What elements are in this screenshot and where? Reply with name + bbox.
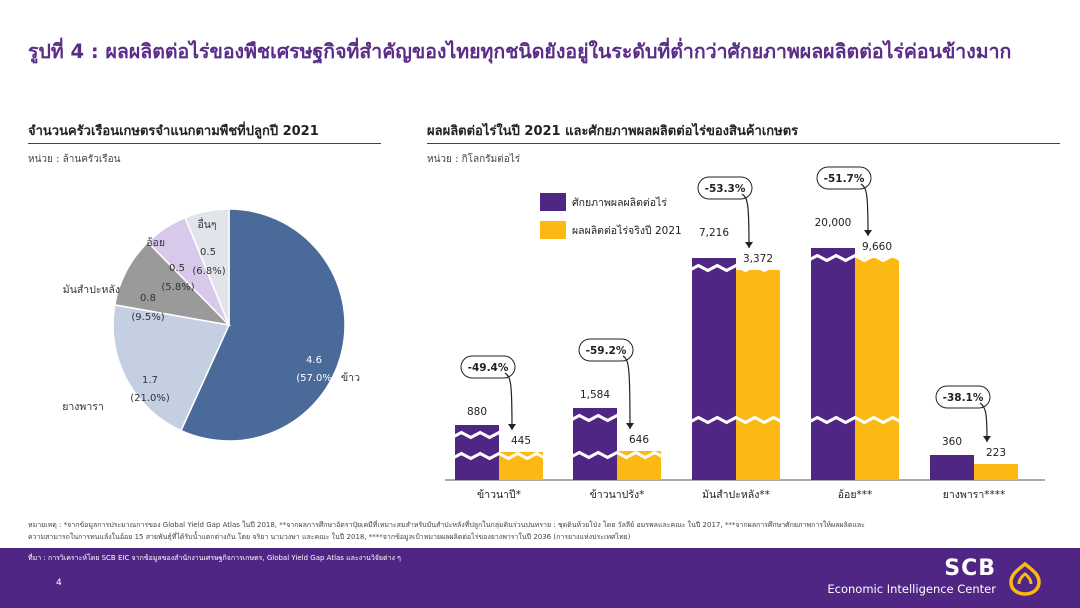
pie-value-label: 0.8	[140, 293, 156, 304]
pie-value-label: 0.5	[200, 247, 216, 258]
footnote-line-1: หมายเหตุ : *จากข้อมูลการประมาณการของ Glo…	[28, 521, 865, 529]
footnotes: หมายเหตุ : *จากข้อมูลการประมาณการของ Glo…	[28, 519, 1058, 543]
gap-arrow	[741, 193, 750, 249]
axis-break-mark	[450, 430, 547, 440]
gap-bubble	[460, 355, 516, 379]
pie-value-label: 1.7	[142, 375, 158, 386]
pie-category-label: มันสำปะหลัง	[63, 284, 120, 296]
bar-actual-value: 3,372	[743, 253, 773, 265]
gap-bubble	[816, 166, 872, 190]
gap-arrow-head	[508, 424, 516, 430]
legend-label: ผลผลิตต่อไร่จริงปี 2021	[572, 224, 682, 237]
axis-break-mark	[687, 415, 784, 425]
footnote-line-2: ความสามารถในการทนแล้งในอ้อย 15 สายพันธุ์…	[28, 533, 631, 541]
bar-section-title: ผลผลิตต่อไร่ในปี 2021 และศักยภาพผลผลิตต่…	[427, 124, 799, 139]
bar-actual-value: 223	[986, 447, 1006, 459]
bar-category-label: ยางพารา****	[943, 489, 1006, 501]
gap-arrow	[979, 402, 988, 443]
footer-bar	[0, 548, 1080, 608]
axis-break-mark	[687, 263, 784, 273]
axis-break-mark	[450, 451, 547, 461]
bar-actual-value: 9,660	[862, 241, 892, 253]
bar-category-label: อ้อย***	[838, 489, 873, 501]
bar-category-label: มันสำปะหลัง**	[702, 489, 770, 501]
bar-unit-label: หน่วย : กิโลกรัมต่อไร่	[427, 154, 521, 165]
bar-potential-value: 20,000	[815, 217, 852, 229]
bar-category-label: ข้าวนาปรัง*	[590, 489, 645, 501]
pie-unit-label: หน่วย : ล้านครัวเรือน	[28, 154, 121, 165]
pie-section-title: จำนวนครัวเรือนเกษตรจำแนกตามพืชที่ปลูกปี …	[28, 124, 319, 139]
axis-break-mark	[568, 413, 665, 423]
gap-bubble	[697, 176, 753, 200]
pie-value-label: 0.5	[169, 263, 185, 274]
bar-potential-value: 360	[942, 436, 962, 448]
bar-actual	[855, 258, 899, 480]
gap-arrow	[622, 355, 631, 430]
gap-percent-label: -49.4%	[468, 362, 509, 374]
gap-arrow-head	[864, 230, 872, 236]
gap-percent-label: -51.7%	[824, 173, 865, 185]
scb-logo-icon	[1009, 561, 1041, 596]
axis-break-mark	[806, 415, 903, 425]
bar-potential	[930, 455, 974, 480]
legend-label: ศักยภาพผลผลิตต่อไร่	[572, 196, 667, 209]
bar-potential-value: 7,216	[699, 227, 729, 239]
bar-section-rule	[427, 143, 1060, 144]
bar-potential	[692, 258, 736, 480]
bar-actual-value: 445	[511, 435, 531, 447]
page-number: 4	[56, 578, 62, 588]
page-title: รูปที่ 4 : ผลผลิตต่อไร่ของพืชเศรษฐกิจที่…	[28, 40, 1012, 63]
pie-percent-label: (5.8%)	[161, 282, 194, 293]
gap-percent-label: -38.1%	[943, 392, 984, 404]
source-text: ที่มา : การวิเคราะห์โดย SCB EIC จากข้อมู…	[28, 554, 401, 562]
brand-block: SCB Economic Intelligence Center	[827, 557, 996, 597]
gap-arrow	[504, 372, 513, 431]
gap-bubble	[578, 338, 634, 362]
gap-arrow-head	[745, 242, 753, 248]
bar-potential	[811, 248, 855, 480]
pie-slice	[112, 303, 231, 432]
bar-actual	[736, 270, 780, 480]
pie-category-label: อื่นๆ	[197, 217, 216, 231]
pie-percent-label: (6.8%)	[192, 266, 225, 277]
pie-section-rule	[28, 143, 381, 144]
gap-percent-label: -53.3%	[705, 183, 746, 195]
pie-slice	[180, 208, 346, 442]
legend-swatch	[540, 193, 566, 211]
bar-category-label: ข้าวนาปี*	[477, 488, 521, 501]
bar-potential-value: 1,584	[580, 389, 610, 401]
bar-actual	[974, 464, 1018, 480]
bar-actual-value: 646	[629, 434, 649, 446]
pie-value-label: 4.6	[306, 355, 322, 366]
gap-arrow	[860, 183, 869, 237]
pie-percent-label: (21.0%)	[130, 393, 170, 404]
pie-category-label: อ้อย	[146, 237, 165, 249]
pie-category-label: ข้าว	[341, 372, 360, 384]
gap-bubble	[935, 385, 991, 409]
brand-name: SCB	[944, 556, 996, 581]
bar-potential-value: 880	[467, 406, 487, 418]
axis-break-mark	[568, 450, 665, 460]
pie-percent-label: (57.0%)	[296, 373, 336, 384]
gap-percent-label: -59.2%	[586, 345, 627, 357]
bar-chart: 880 445 ข้าวนาปี* -49.4% 1,584 646 ข้าวนาปรัง*…	[445, 166, 1045, 501]
pie-category-label: ยางพารา	[62, 401, 104, 413]
gap-arrow-head	[983, 436, 991, 442]
brand-subtitle: Economic Intelligence Center	[827, 582, 996, 596]
pie-chart: 4.6 (57.0%) ข้าว 1.7 (21.0%) ยางพารา 0.8 (9.5%)…	[62, 208, 360, 442]
pie-slice	[113, 241, 232, 327]
axis-break-mark	[806, 253, 903, 263]
gap-arrow-head	[626, 423, 634, 429]
pie-percent-label: (9.5%)	[131, 312, 164, 323]
legend-swatch	[540, 221, 566, 239]
pie-slice	[184, 208, 230, 326]
